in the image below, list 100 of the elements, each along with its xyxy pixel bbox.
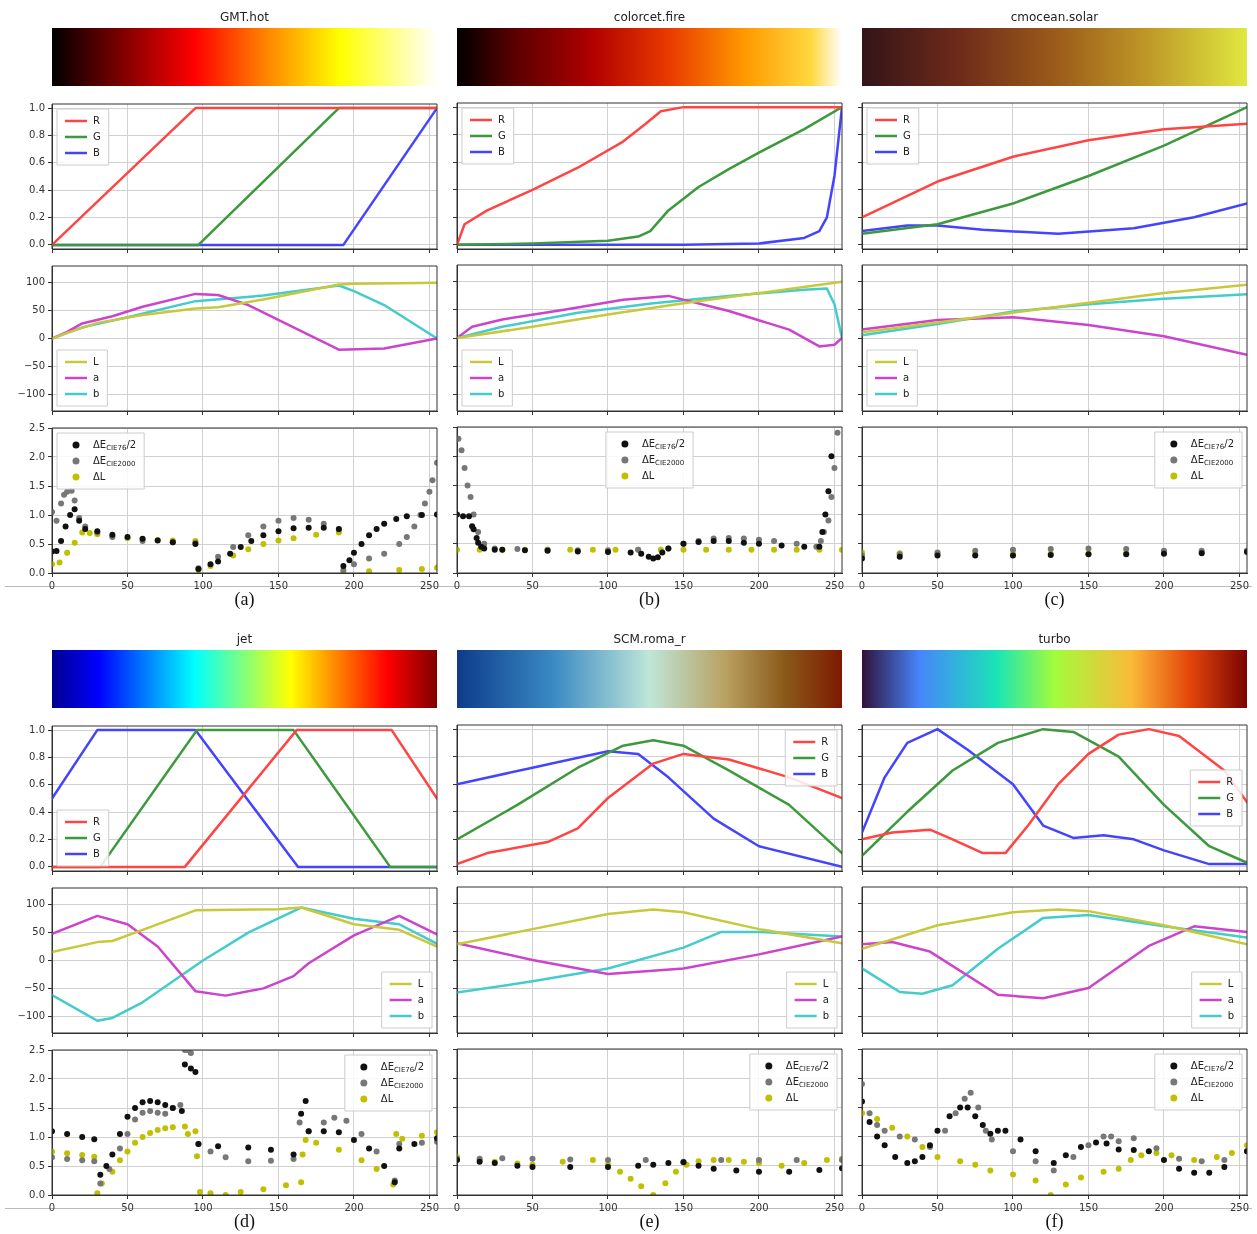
x-tick-label: 150 (1078, 579, 1099, 591)
y-tick-label: 0.8 (29, 751, 45, 763)
y-tick-label: 100 (25, 276, 45, 288)
x-tick-label: 150 (673, 579, 694, 591)
legend-label: b (903, 387, 910, 399)
chart-title: GMT.hot (219, 10, 270, 24)
y-tick-label: 0.0 (29, 860, 45, 872)
x-tick-label: 100 (1003, 579, 1023, 591)
legend-label: ΔL (1190, 469, 1204, 481)
y-tick-label: 0.5 (29, 1159, 45, 1171)
chart-title: SCM.roma_r (612, 632, 687, 646)
y-tick-label: 0.6 (29, 778, 45, 790)
x-tick-label: 100 (598, 579, 618, 591)
x-tick-label: 250 (824, 1201, 844, 1213)
y-tick-label: 2.0 (29, 450, 45, 462)
legend-label: B (1226, 807, 1234, 819)
chart-title: turbo (1037, 632, 1072, 646)
x-tick-label: 50 (121, 1201, 134, 1213)
x-tick-label: 0 (48, 1201, 56, 1213)
x-tick-label: 150 (268, 1201, 289, 1213)
y-tick-label: 0.8 (29, 129, 45, 141)
chart-title: colorcet.fire (612, 10, 687, 24)
legend-label: a (417, 993, 424, 1005)
legend-label: b (1227, 1009, 1235, 1021)
legend-label: b (498, 387, 505, 399)
y-tick-label: 0.6 (29, 156, 45, 168)
x-tick-label: 0 (453, 579, 461, 591)
text: (d) (233, 1211, 256, 1232)
legend-label: B (903, 145, 910, 157)
x-tick-label: 50 (931, 579, 944, 591)
legend-label: L (417, 977, 424, 989)
legend-label: R (821, 735, 829, 747)
legend-label: G (821, 751, 829, 763)
legend-label: B (821, 767, 829, 779)
x-tick-label: 200 (749, 1201, 769, 1213)
x-tick-label: 0 (858, 1201, 866, 1213)
y-tick-label: 100 (25, 898, 45, 910)
x-tick-label: 200 (749, 579, 769, 591)
x-tick-label: 50 (526, 579, 539, 591)
x-tick-label: 0 (48, 579, 56, 591)
y-tick-label: −100 (17, 1009, 45, 1021)
legend-label: ΔL (641, 469, 655, 481)
legend-label: G (903, 129, 911, 141)
x-tick-label: 0 (858, 579, 866, 591)
x-tick-label: 150 (673, 1201, 694, 1213)
legend-label: G (1226, 791, 1234, 803)
legend-label: R (93, 815, 100, 827)
y-tick-label: 2.0 (29, 1072, 45, 1084)
legend-label: B (498, 145, 505, 157)
legend-label: B (93, 146, 100, 158)
legend-label: ΔL (380, 1092, 394, 1104)
y-tick-label: −100 (17, 387, 45, 399)
x-tick-label: 100 (1003, 1201, 1023, 1213)
legend-label: R (498, 113, 505, 125)
x-tick-label: 150 (1078, 1201, 1099, 1213)
y-tick-label: 0.2 (29, 833, 45, 845)
legend-label: G (498, 129, 506, 141)
x-tick-label: 200 (344, 1201, 364, 1213)
y-tick-label: 1.5 (29, 1101, 45, 1113)
x-tick-label: 250 (1229, 1201, 1249, 1213)
legend-label: ΔL (1190, 1091, 1204, 1103)
legend-label: L (903, 355, 909, 367)
y-tick-label: 0.0 (29, 1188, 45, 1200)
y-tick-label: 1.0 (29, 508, 45, 520)
text: (f) (1044, 1211, 1065, 1232)
legend-label: a (498, 371, 505, 383)
chart-title: jet (235, 632, 254, 646)
legend-label: L (93, 355, 99, 367)
y-tick-label: 0.5 (29, 537, 45, 549)
text: (c) (1043, 589, 1066, 610)
legend-label: b (417, 1009, 425, 1021)
legend-label: L (498, 355, 504, 367)
legend-label: G (93, 130, 101, 142)
x-tick-label: 250 (419, 579, 439, 591)
y-tick-label: 0.0 (29, 238, 45, 250)
y-tick-label: 2.5 (29, 421, 45, 433)
legend-label: R (1226, 775, 1234, 787)
legend-label: a (93, 371, 100, 383)
y-tick-label: −50 (23, 359, 45, 371)
legend-label: L (822, 977, 829, 989)
y-tick-label: 0.4 (29, 805, 45, 817)
legend-label: b (822, 1009, 830, 1021)
legend-label: ΔL (785, 1091, 799, 1103)
text: (b) (638, 589, 661, 610)
x-tick-label: 100 (598, 1201, 618, 1213)
legend-label: L (1227, 977, 1234, 989)
text: (a) (233, 589, 256, 610)
y-tick-label: 2.5 (29, 1043, 45, 1055)
y-tick-label: −50 (23, 981, 45, 993)
y-tick-label: 0.0 (29, 566, 45, 578)
legend-label: a (903, 371, 910, 383)
y-tick-label: 50 (32, 926, 45, 938)
legend-label: a (1227, 993, 1234, 1005)
x-tick-label: 50 (121, 579, 134, 591)
x-tick-label: 0 (453, 1201, 461, 1213)
legend-label: G (93, 831, 101, 843)
y-tick-label: 1.0 (29, 723, 45, 735)
x-tick-label: 250 (1229, 579, 1249, 591)
y-tick-label: 1.5 (29, 479, 45, 491)
x-tick-label: 150 (268, 579, 289, 591)
